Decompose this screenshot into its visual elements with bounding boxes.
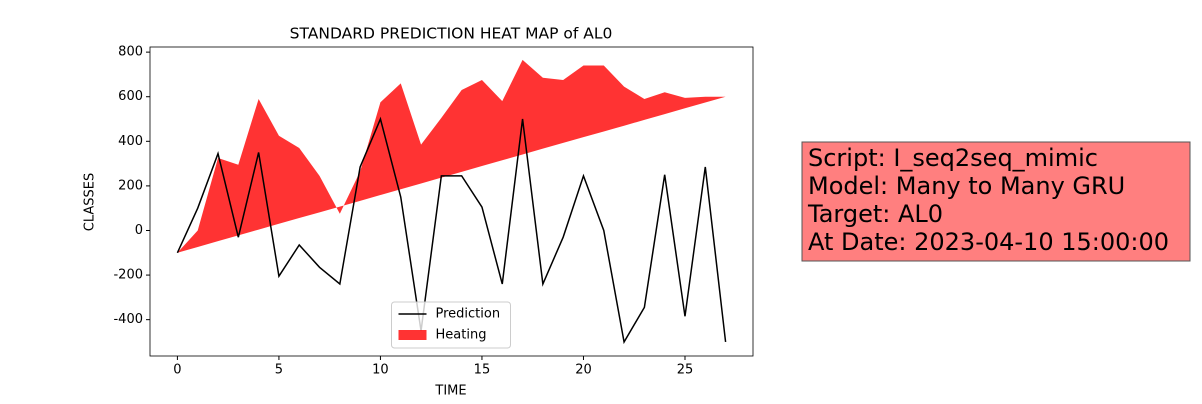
- annotation-line: Target: AL0: [807, 200, 943, 228]
- y-tick-label: -200: [113, 268, 143, 283]
- x-tick-label: 5: [275, 363, 283, 378]
- annotation-line: Script: I_seq2seq_mimic: [808, 144, 1098, 172]
- x-tick-label: 0: [173, 363, 181, 378]
- annotation-line: Model: Many to Many GRU: [808, 172, 1125, 200]
- x-tick-label: 10: [372, 363, 389, 378]
- x-tick-label: 15: [474, 363, 491, 378]
- y-tick-label: -400: [113, 312, 143, 327]
- legend-label: Heating: [436, 328, 487, 343]
- x-tick-label: 20: [575, 363, 592, 378]
- prediction-line: [176, 116, 727, 345]
- legend-swatch: [398, 330, 427, 340]
- y-tick-label: 400: [118, 134, 143, 149]
- annotation-box: [801, 141, 1191, 262]
- x-tick-label: 25: [677, 363, 694, 378]
- chart-title: STANDARD PREDICTION HEAT MAP of AL0: [290, 25, 613, 43]
- plot-frame: [149, 46, 754, 357]
- annotation-line: At Date: 2023-04-10 15:00:00: [808, 228, 1169, 256]
- y-tick-label: 800: [118, 45, 143, 60]
- y-axis-label: CLASSES: [83, 173, 98, 231]
- heating-area: [177, 59, 726, 253]
- y-tick-label: 600: [118, 89, 143, 104]
- y-tick-label: 0: [135, 223, 143, 238]
- y-tick-label: 200: [118, 178, 143, 193]
- legend-label: Prediction: [436, 307, 501, 322]
- x-axis-label: TIME: [434, 384, 466, 399]
